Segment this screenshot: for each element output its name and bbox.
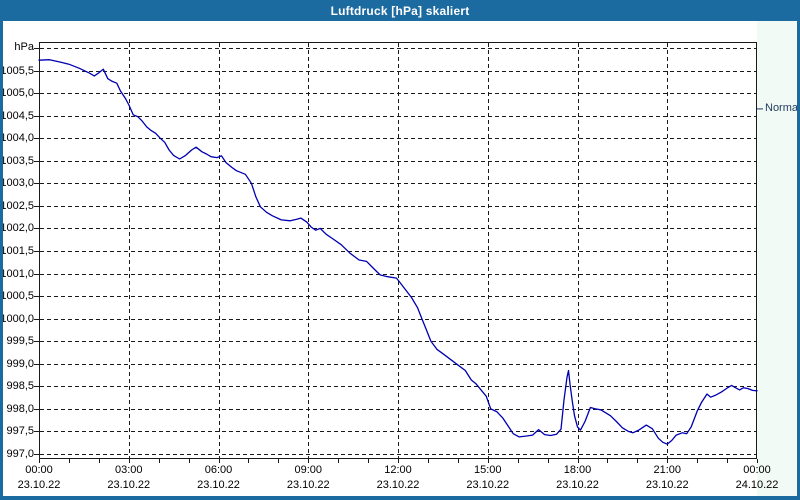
y-tick-label: 998,0 [6, 402, 34, 415]
window-titlebar[interactable]: Luftdruck [hPa] skaliert [0, 0, 800, 21]
y-tick-label: 997,5 [6, 424, 34, 437]
y-tick-label: 1000,5 [0, 289, 34, 302]
y-tick-label: 1002,0 [0, 221, 34, 234]
y-tick-label: 1000,0 [0, 312, 34, 325]
normal-label: Normal [765, 101, 800, 114]
x-time-label: 06:00 [204, 464, 233, 476]
x-date-label: 23.10.22 [17, 479, 61, 491]
y-tick-label: 1002,5 [0, 199, 34, 212]
y-tick-label: 1001,5 [0, 244, 34, 257]
x-time-label: 09:00 [294, 464, 323, 476]
y-tick-label: 1005,5 [0, 64, 34, 77]
x-time-label: 21:00 [653, 464, 682, 476]
x-time-label: 12:00 [384, 464, 412, 476]
window-title: Luftdruck [hPa] skaliert [330, 3, 470, 18]
x-time-label: 18:00 [563, 464, 592, 476]
y-tick-label: 1001,0 [0, 267, 34, 280]
y-tick-label: 999,5 [6, 334, 34, 347]
x-date-label: 23.10.22 [645, 479, 689, 491]
y-axis-unit-label: hPa [14, 40, 34, 53]
x-date-label: 23.10.22 [286, 479, 330, 491]
x-time-label: 15:00 [473, 464, 502, 476]
plot-border [39, 42, 757, 459]
x-time-label: 00:00 [743, 464, 771, 476]
y-tick-label: 998,5 [6, 379, 34, 392]
y-tick-label: 1004,5 [0, 109, 34, 122]
x-date-label: 23.10.22 [376, 479, 420, 491]
y-tick-label: 1005,0 [0, 86, 34, 99]
x-time-label: 03:00 [114, 464, 143, 476]
y-tick-label: 1004,0 [0, 131, 34, 144]
right-margin [757, 21, 797, 496]
y-tick-label: 1003,5 [0, 154, 34, 167]
y-tick-label: 1003,0 [0, 176, 34, 189]
y-tick-label: 999,0 [6, 357, 34, 370]
y-tick-label: 997,0 [6, 447, 34, 460]
x-date-label: 24.10.22 [735, 479, 779, 491]
x-date-label: 23.10.22 [466, 479, 510, 491]
x-date-label: 23.10.22 [197, 479, 240, 491]
x-date-label: 23.10.22 [556, 479, 599, 491]
x-date-label: 23.10.22 [107, 479, 151, 491]
x-time-label: 00:00 [25, 464, 53, 476]
pressure-line [38, 59, 758, 445]
